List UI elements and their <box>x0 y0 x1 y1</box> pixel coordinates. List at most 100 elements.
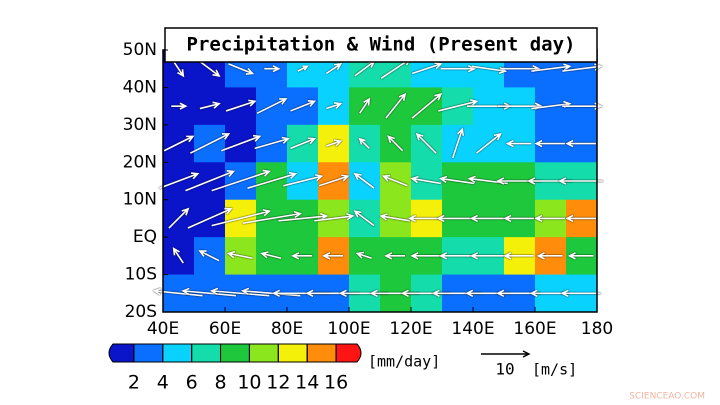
wind-arrow <box>325 62 343 75</box>
wind-arrow <box>242 210 303 225</box>
colorbar-label: 8 <box>215 372 227 394</box>
wind-arrow <box>565 139 596 148</box>
colorbar-swatch <box>248 343 279 363</box>
wind-units: [m/s] <box>532 361 577 379</box>
reference-arrow <box>481 350 531 358</box>
wind-arrow <box>283 173 324 187</box>
wind-arrow <box>558 177 604 185</box>
x-tick-label: 180 <box>581 319 613 339</box>
x-tick-label: 80E <box>271 319 303 339</box>
colorbar-label: 4 <box>157 372 169 394</box>
wind-arrow <box>211 208 272 227</box>
y-tick-label: 20N <box>123 152 157 172</box>
wind-arrow <box>438 252 475 260</box>
wind-arrow <box>163 135 195 152</box>
wind-arrow <box>358 137 370 149</box>
wind-arrow <box>438 99 479 112</box>
wind-arrow <box>505 139 532 148</box>
colorbar-swatch <box>335 343 362 363</box>
colorbar-swatch <box>133 343 164 363</box>
wind-arrow <box>385 92 407 119</box>
wind-arrow <box>410 252 441 260</box>
wind-arrow <box>355 251 372 260</box>
chart-title: Precipitation & Wind (Present day) <box>187 34 576 56</box>
wind-arrow <box>534 139 565 148</box>
reference-value: 10 <box>495 360 514 379</box>
colorbar-swatch <box>162 343 193 363</box>
wind-arrow <box>326 102 343 110</box>
wind-arrow <box>567 252 594 260</box>
colorbar-label: 6 <box>186 372 198 394</box>
wind-arrow <box>209 287 270 297</box>
wind-arrow <box>291 252 313 260</box>
y-tick-label: EQ <box>133 227 157 247</box>
wind-arrow <box>226 250 253 260</box>
wind-arrow <box>387 135 404 152</box>
x-tick-label: 160E <box>513 319 556 339</box>
y-tick-label: 50N <box>123 40 157 60</box>
wind-arrow <box>260 251 282 260</box>
colorbar-swatch <box>220 343 250 363</box>
wind-arrow <box>565 214 596 223</box>
wind-arrow <box>173 61 185 78</box>
y-tick-label: 40N <box>123 77 157 97</box>
wind-arrow <box>410 175 442 185</box>
wind-arrow <box>440 64 477 73</box>
wind-arrow <box>415 132 437 154</box>
wind-arrow <box>384 252 406 260</box>
x-tick-label: 60E <box>209 319 241 339</box>
wind-arrow <box>181 287 236 297</box>
wind-arrow <box>247 171 298 189</box>
wind-arrow <box>359 97 371 114</box>
wind-arrow <box>353 210 375 227</box>
wind-arrow <box>536 252 563 260</box>
wind-arrow <box>297 65 309 72</box>
wind-vectors <box>152 58 604 298</box>
wind-arrow <box>240 287 301 297</box>
wind-arrow <box>353 172 375 189</box>
wind-arrow <box>503 252 534 260</box>
wind-arrow <box>534 214 565 223</box>
precip-units: [mm/day] <box>368 353 440 371</box>
wind-arrow <box>290 137 317 150</box>
wind-arrow <box>211 169 271 192</box>
wind-arrow <box>469 214 506 223</box>
wind-arrow <box>254 136 291 150</box>
wind-arrow <box>326 139 343 147</box>
x-tick-label: 100E <box>327 319 370 339</box>
colorbar-label: 2 <box>128 372 140 394</box>
title-box <box>164 27 598 63</box>
wind-arrow <box>531 63 572 72</box>
wind-arrow <box>560 289 601 298</box>
colorbar-swatch <box>191 343 222 363</box>
wind-arrow <box>171 102 188 110</box>
wind-arrow <box>503 214 534 223</box>
x-tick-label: 140E <box>451 319 494 339</box>
wind-arrow <box>228 63 255 75</box>
wind-arrow <box>438 175 475 185</box>
wind-arrow <box>198 250 220 262</box>
wind-arrow <box>185 170 236 192</box>
y-tick-label: 20S <box>125 302 157 322</box>
wind-arrow <box>168 207 190 229</box>
colorbar: 2 4 6 8 10 12 14 16 <box>108 343 362 394</box>
colorbar-swatch <box>277 343 308 363</box>
wind-arrow <box>318 174 350 187</box>
wind-arrow <box>290 99 317 112</box>
wind-arrow <box>256 98 288 115</box>
wind-arrow <box>225 99 257 112</box>
colorbar-label: 12 <box>266 372 290 394</box>
x-tick-label: 120E <box>389 319 432 339</box>
wind-arrow <box>172 247 184 264</box>
colorbar-swatch <box>306 343 337 363</box>
colorbar-label: 14 <box>295 372 319 394</box>
colorbar-label: 16 <box>324 372 348 394</box>
wind-arrow <box>314 213 355 222</box>
wind-arrow <box>379 213 411 222</box>
colorbar-swatch <box>108 343 135 363</box>
wind-arrow <box>411 92 443 119</box>
wind-arrow <box>381 174 408 187</box>
wind-arrow <box>322 252 344 260</box>
wind-arrow <box>221 134 262 152</box>
